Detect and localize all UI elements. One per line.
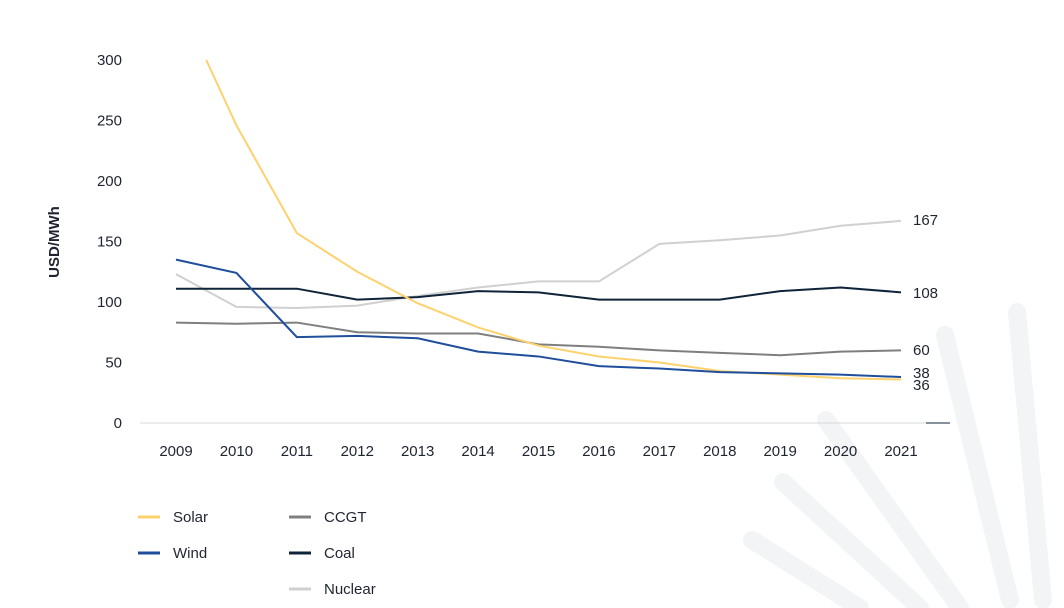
y-tick-label: 200 — [97, 173, 122, 190]
x-tick-label: 2016 — [582, 443, 615, 460]
legend-label: Wind — [173, 545, 207, 562]
decorative-rays — [743, 303, 1052, 608]
y-axis-label: USD/MWh — [46, 206, 63, 278]
end-label-coal: 108 — [913, 285, 938, 302]
legend-label: Solar — [173, 509, 208, 526]
y-tick-label: 150 — [97, 234, 122, 251]
end-label-ccgt: 60 — [913, 342, 930, 359]
x-tick-label: 2011 — [281, 443, 313, 460]
series-line-solar — [205, 59, 902, 381]
decorative-ray — [774, 473, 929, 608]
x-tick-label: 2015 — [522, 443, 555, 460]
legend-label: CCGT — [324, 509, 367, 526]
x-tick-label: 2020 — [824, 443, 857, 460]
x-tick-label: 2013 — [401, 443, 434, 460]
y-tick-label: 100 — [97, 294, 122, 311]
end-label-wind: 38 — [913, 365, 930, 382]
series-line-nuclear — [175, 219, 902, 310]
y-tick-label: 300 — [97, 52, 122, 69]
x-tick-label: 2012 — [341, 443, 374, 460]
y-tick-label: 0 — [114, 415, 122, 432]
end-label-nuclear: 167 — [913, 212, 938, 229]
decorative-ray — [817, 411, 969, 608]
legend: Solar Wind CCGT Coal Nuclear — [138, 509, 376, 598]
x-tick-label: 2021 — [884, 443, 917, 460]
legend-label: Coal — [324, 545, 355, 562]
legend-item-nuclear: Nuclear — [289, 581, 376, 598]
x-tick-label: 2017 — [643, 443, 676, 460]
legend-item-wind: Wind — [138, 545, 207, 562]
x-tick-label: 2009 — [159, 443, 192, 460]
legend-item-coal: Coal — [289, 545, 355, 562]
x-tick-label: 2019 — [763, 443, 796, 460]
decorative-ray — [936, 326, 1019, 608]
series-line-coal — [176, 286, 902, 301]
legend-item-solar: Solar — [138, 509, 208, 526]
series-line-ccgt — [175, 321, 902, 357]
y-tick-label: 50 — [105, 355, 122, 372]
x-tick-label: 2018 — [703, 443, 736, 460]
decorative-ray — [1008, 303, 1052, 608]
decorative-ray — [743, 531, 869, 608]
series-line-wind — [175, 258, 902, 379]
y-tick-label: 250 — [97, 113, 122, 130]
legend-item-ccgt: CCGT — [289, 509, 367, 526]
legend-label: Nuclear — [324, 581, 376, 598]
end-label-solar: 36 — [913, 377, 930, 394]
x-tick-label: 2014 — [461, 443, 494, 460]
x-tick-label: 2010 — [220, 443, 253, 460]
